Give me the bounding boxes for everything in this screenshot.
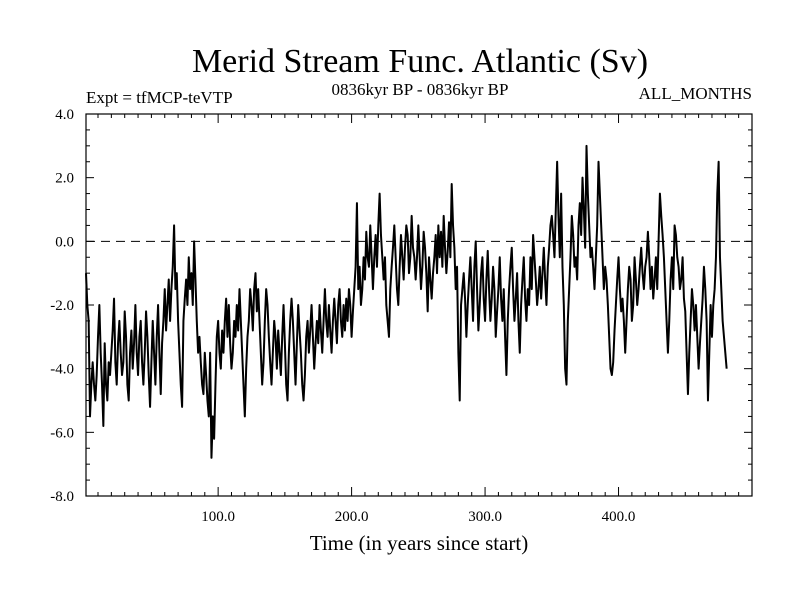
y-tick-label: -2.0 <box>50 298 74 314</box>
x-axis-label: Time (in years since start) <box>310 531 529 555</box>
x-tick-label: 200.0 <box>335 509 369 525</box>
x-tick-label: 400.0 <box>602 509 636 525</box>
series-line <box>85 144 728 459</box>
y-axis: -8.0 -6.0 -4.0 -2.0 0.0 2.0 4.0 <box>50 107 752 505</box>
experiment-label: Expt = tfMCP-teVTP <box>86 88 233 107</box>
y-tick-label: 4.0 <box>55 107 74 123</box>
y-tick-label: -6.0 <box>50 425 74 441</box>
x-tick-label: 100.0 <box>201 509 235 525</box>
plot-frame <box>85 113 753 497</box>
x-tick-label: 300.0 <box>468 509 502 525</box>
x-axis: 100.0 200.0 300.0 400.0 <box>97 114 740 525</box>
y-tick-label: -4.0 <box>50 362 74 378</box>
y-tick-label: 0.0 <box>55 234 74 250</box>
months-label: ALL_MONTHS <box>639 84 752 103</box>
y-tick-label: -8.0 <box>50 489 74 505</box>
chart-title: Merid Stream Func. Atlantic (Sv) <box>192 43 648 80</box>
period-label: 0836kyr BP - 0836kyr BP <box>332 80 509 99</box>
y-tick-label: 2.0 <box>55 171 74 187</box>
